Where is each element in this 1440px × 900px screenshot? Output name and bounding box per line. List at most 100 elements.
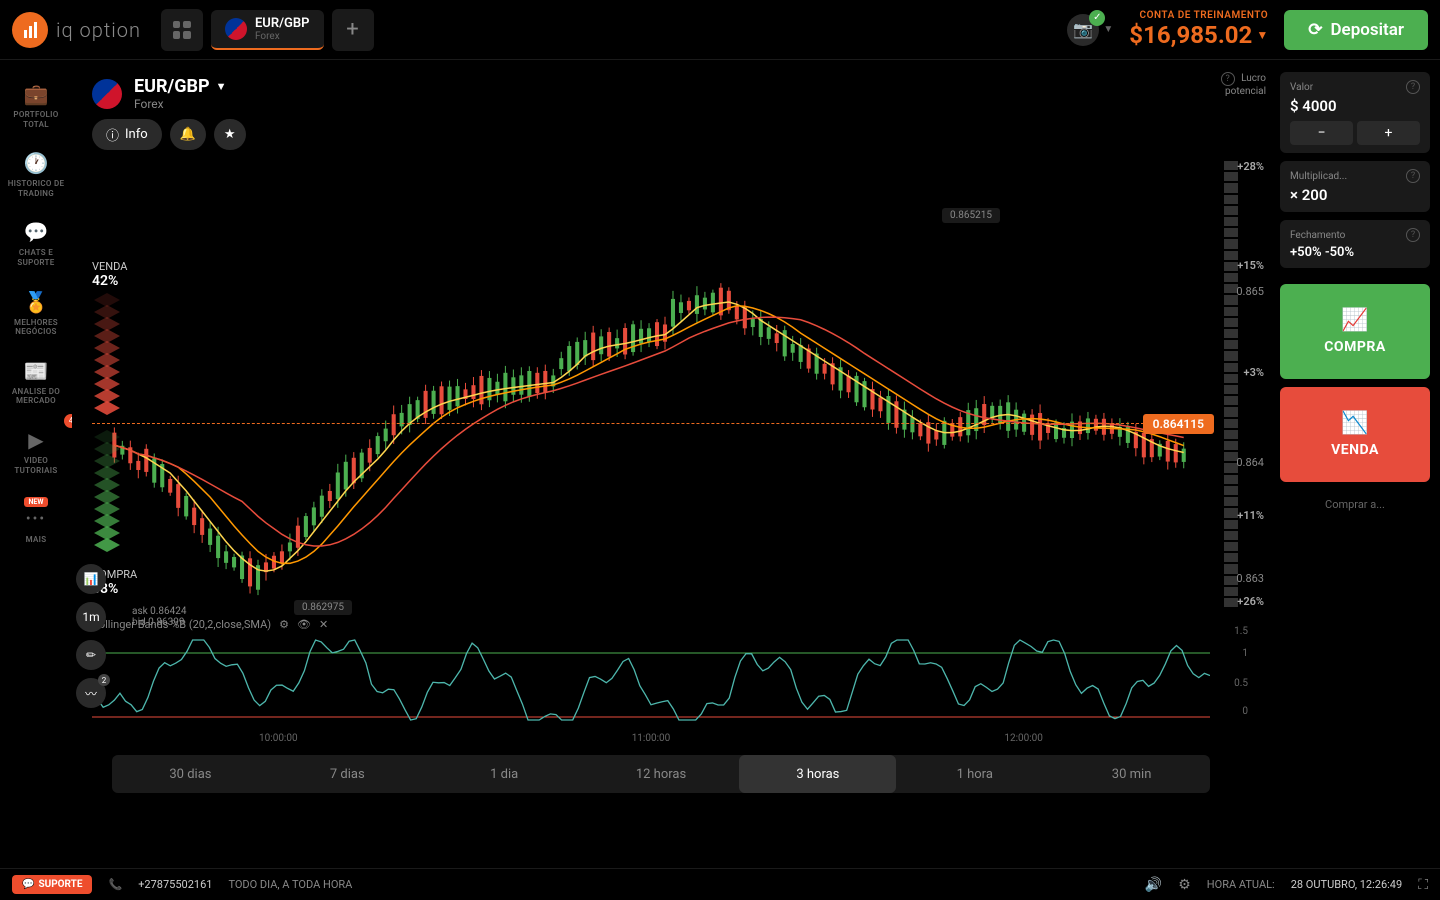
buy-diamonds-icon xyxy=(92,430,122,560)
pair-type: Forex xyxy=(134,97,226,111)
multiplier-box[interactable]: Multiplicad...? × 200 xyxy=(1280,161,1430,212)
trend-up-icon: 📈 xyxy=(1280,308,1430,333)
help-icon[interactable]: ? xyxy=(1406,80,1420,94)
profit-tick: +15% xyxy=(1237,259,1264,272)
alert-button[interactable]: 🔔 xyxy=(170,119,206,150)
chart-area: EUR/GBP▼ Forex ⓘInfo 🔔 ★ ? Lucro potenci… xyxy=(72,60,1270,868)
chat-icon: 💬 xyxy=(22,879,34,890)
trade-panel: Valor? $ 4000 − + Multiplicad...? × 200 … xyxy=(1270,60,1440,868)
sidebar-analysis[interactable]: 📰 ANALISE DO MERCADO xyxy=(0,349,72,416)
logo-icon xyxy=(12,12,48,48)
left-sidebar: 💼 PORTFOLIO TOTAL 🕐 HISTORICO DE TRADING… xyxy=(0,60,72,868)
ind-tick: 0.5 xyxy=(1234,678,1248,689)
screenshot-button[interactable]: 📷 ✓ ▼ xyxy=(1067,14,1113,46)
timeframe-tab[interactable]: 1 hora xyxy=(896,755,1053,793)
price-tick: 0.864 xyxy=(1236,456,1264,469)
timeframe-tab[interactable]: 3 horas xyxy=(739,755,896,793)
settings-icon[interactable]: ⚙ xyxy=(1178,877,1191,893)
favorite-button[interactable]: ★ xyxy=(214,119,246,150)
deposit-icon: ⟳ xyxy=(1308,20,1322,40)
help-icon[interactable]: ? xyxy=(1406,169,1420,183)
sell-diamonds-icon xyxy=(92,293,122,423)
chart-toolbar: ⓘInfo 🔔 ★ xyxy=(72,119,1270,162)
clock-icon: 🕐 xyxy=(24,151,48,175)
timeframe-tab[interactable]: 12 horas xyxy=(583,755,740,793)
potential-label: potencial xyxy=(1225,86,1266,97)
indicator-panel: Bollinger Bands %B (20,2,close,SMA) ⚙ 👁 … xyxy=(92,618,1210,728)
buy-button[interactable]: 📈 COMPRA xyxy=(1280,284,1430,379)
timeframe-tab[interactable]: 7 dias xyxy=(269,755,426,793)
settings-icon[interactable]: ⚙ xyxy=(279,618,289,631)
sidebar-chat[interactable]: 💬 CHATS E SUPORTE xyxy=(0,210,72,277)
new-badge: NEW xyxy=(24,497,47,507)
add-tab-button[interactable]: + xyxy=(332,9,374,51)
fullscreen-icon[interactable]: ⛶ xyxy=(1418,877,1428,893)
indicator-name: Bollinger Bands %B (20,2,close,SMA) xyxy=(92,618,271,631)
pair-flag-icon xyxy=(92,79,122,109)
draw-button[interactable]: ✏ xyxy=(76,640,106,670)
sidebar-video[interactable]: ▶ 4 VIDEO TUTORIAIS xyxy=(0,418,72,485)
volume-icon[interactable]: 🔊 xyxy=(1145,877,1162,893)
profit-tick: +11% xyxy=(1237,509,1264,522)
indicators-button[interactable]: 〰2 xyxy=(76,678,106,708)
sell-sentiment: VENDA 42% xyxy=(92,260,127,427)
timeframe-tab[interactable]: 1 dia xyxy=(426,755,583,793)
account-info[interactable]: CONTA DE TREINAMENTO $16,985.02▼ xyxy=(1129,10,1268,49)
price-tick: 0.865 xyxy=(1236,285,1264,298)
info-icon: ⓘ xyxy=(106,125,119,144)
close-icon[interactable]: ✕ xyxy=(319,618,328,631)
news-icon: 📰 xyxy=(24,359,48,383)
more-icon: ••• xyxy=(24,507,48,531)
interval-button[interactable]: 1m xyxy=(76,602,106,632)
amount-box[interactable]: Valor? $ 4000 − + xyxy=(1280,72,1430,153)
grid-menu-button[interactable] xyxy=(161,9,203,51)
chart-type-button[interactable]: 📊 xyxy=(76,564,106,594)
sell-button[interactable]: 📉 VENDA xyxy=(1280,387,1430,482)
autoclose-value: +50% -50% xyxy=(1290,245,1420,260)
medal-icon: 🏅 xyxy=(24,290,48,314)
phone-icon: 📞 xyxy=(108,878,122,891)
check-badge-icon: ✓ xyxy=(1089,10,1105,26)
time-tick: 11:00:00 xyxy=(632,733,671,753)
sidebar-more[interactable]: NEW ••• MAIS xyxy=(0,487,72,555)
star-icon: ★ xyxy=(224,127,236,142)
sidebar-history[interactable]: 🕐 HISTORICO DE TRADING xyxy=(0,141,72,208)
sidebar-portfolio[interactable]: 💼 PORTFOLIO TOTAL xyxy=(0,72,72,139)
current-price-flag: 0.864115 xyxy=(1143,414,1214,434)
deposit-button[interactable]: ⟳ Depositar xyxy=(1284,10,1428,50)
pair-name[interactable]: EUR/GBP▼ xyxy=(134,76,226,97)
account-balance: $16,985.02▼ xyxy=(1129,21,1268,49)
sidebar-top-trades[interactable]: 🏅 MELHORES NEGÓCIOS xyxy=(0,280,72,347)
candlestick-chart[interactable] xyxy=(92,160,1210,608)
amount-plus[interactable]: + xyxy=(1357,121,1420,145)
help-icon[interactable]: ? xyxy=(1221,72,1235,86)
account-label: CONTA DE TREINAMENTO xyxy=(1129,10,1268,21)
header: iq option EUR/GBP Forex + 📷 ✓ ▼ CONTA DE… xyxy=(0,0,1440,60)
support-button[interactable]: 💬SUPORTE xyxy=(12,875,92,894)
price-scale: +28% +15% 0.865 +3% 0.864 +11% 0.863 +26… xyxy=(1212,160,1270,608)
amount-minus[interactable]: − xyxy=(1290,121,1353,145)
bell-icon: 🔔 xyxy=(180,127,196,142)
flag-icon xyxy=(225,18,247,40)
current-price-line xyxy=(92,423,1154,424)
chart-tools: 📊 1m ✏ 〰2 xyxy=(76,564,106,708)
current-time: 28 OUTUBRO, 12:26:49 xyxy=(1291,878,1402,891)
help-icon[interactable]: ? xyxy=(1406,228,1420,242)
timeframe-tab[interactable]: 30 dias xyxy=(112,755,269,793)
autoclose-box[interactable]: Fechamento? +50% -50% xyxy=(1280,220,1430,268)
price-tick: 0.863 xyxy=(1236,572,1264,585)
logo[interactable]: iq option xyxy=(12,12,141,48)
phone-number[interactable]: +27875502161 xyxy=(138,878,212,891)
eye-icon[interactable]: 👁 xyxy=(297,618,311,631)
info-button[interactable]: ⓘInfo xyxy=(92,119,162,150)
footer: 💬SUPORTE 📞 +27875502161 TODO DIA, A TODA… xyxy=(0,868,1440,900)
profit-tick: +28% xyxy=(1237,160,1264,173)
play-icon: ▶ xyxy=(24,428,48,452)
time-tick: 10:00:00 xyxy=(259,733,298,753)
timeframe-tab[interactable]: 30 min xyxy=(1053,755,1210,793)
asset-tab[interactable]: EUR/GBP Forex xyxy=(211,10,324,50)
low-label: 0.862975 xyxy=(294,600,352,615)
chart-header: EUR/GBP▼ Forex xyxy=(72,60,1270,119)
buy-asset-link[interactable]: Comprar a... xyxy=(1280,490,1430,519)
time-tick: 12:00:00 xyxy=(1004,733,1043,753)
